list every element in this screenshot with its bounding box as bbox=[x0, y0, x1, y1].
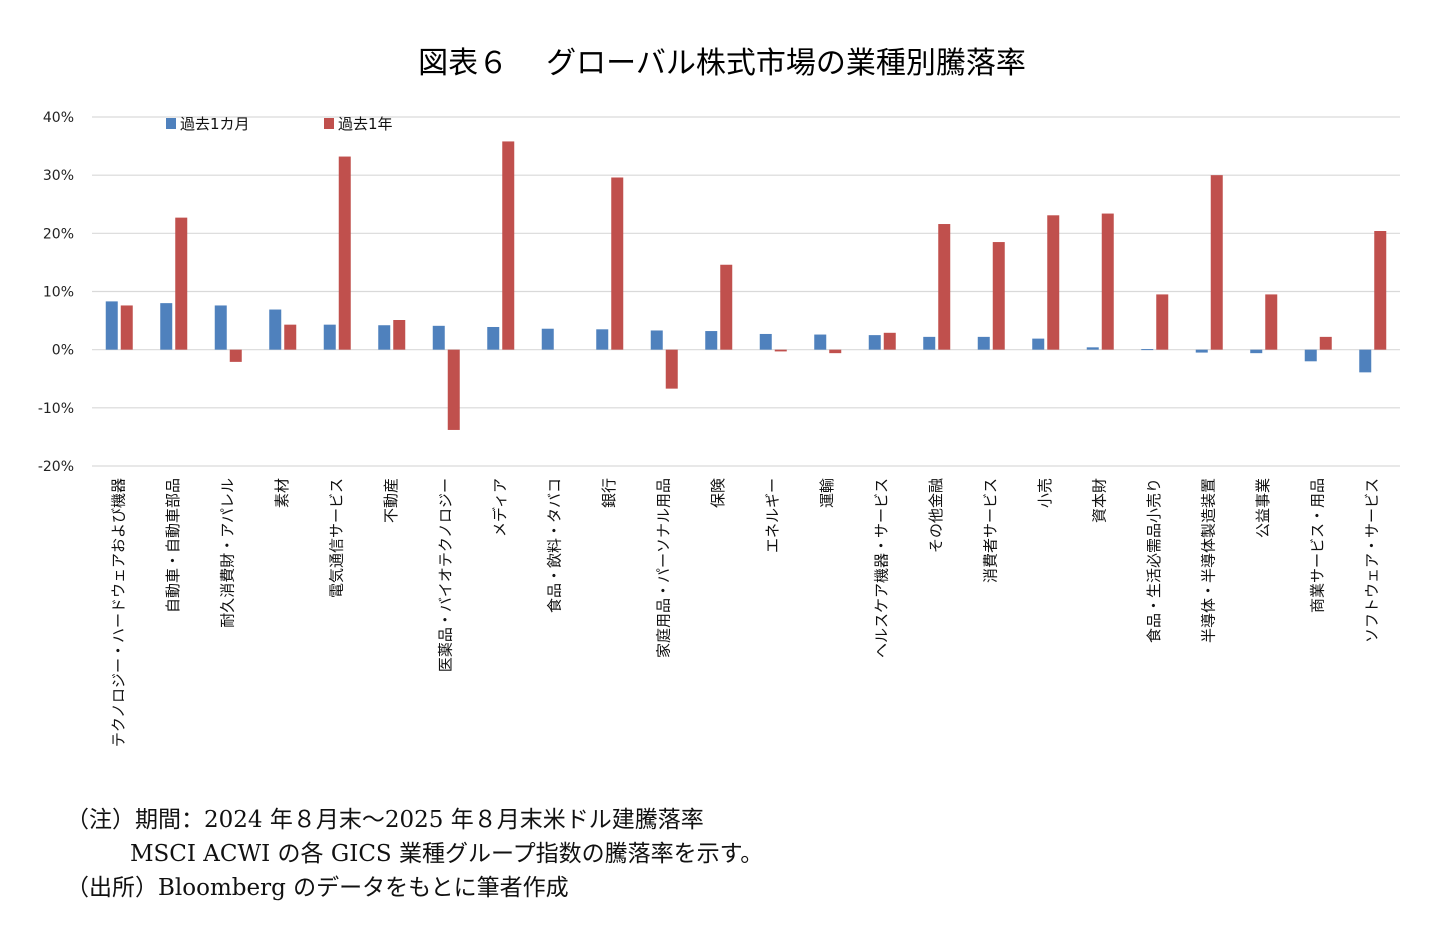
bar-one-year bbox=[120, 305, 133, 350]
x-category-label: 医薬品・バイオテクノロジー bbox=[436, 478, 454, 672]
bar-chart: 40% 30% 20% 10% 0% -10% -20% テクノロジー・ハードウェアおよび機… bbox=[38, 110, 1400, 747]
y-tick-label: -20% bbox=[38, 459, 74, 475]
x-category-label: 耐久消費財・アパレル bbox=[218, 478, 236, 628]
note-source: （出所）Bloomberg のデータをもとに筆者作成 bbox=[66, 875, 569, 901]
bar-one-year bbox=[611, 177, 624, 350]
bar-one-month bbox=[1086, 347, 1099, 350]
bar-one-year bbox=[229, 349, 242, 362]
chart-title-prefix: 図表６ bbox=[418, 46, 509, 81]
chart-notes: （注）期間：2024 年８月末～2025 年８月末米ドル建騰落率 MSCI AC… bbox=[66, 803, 763, 905]
x-category-label: 食品・生活必需品小売り bbox=[1145, 478, 1163, 643]
legend-label: 過去1年 bbox=[338, 115, 393, 133]
bar-one-year bbox=[720, 264, 733, 350]
bar-one-month bbox=[1304, 349, 1317, 362]
note-period: （注）期間：2024 年８月末～2025 年８月末米ドル建騰落率 bbox=[66, 807, 704, 833]
gridlines bbox=[92, 116, 1400, 467]
x-category-label: エネルギー bbox=[763, 478, 781, 553]
x-category-label: 食品・飲料・タバコ bbox=[545, 478, 563, 613]
bar-one-year bbox=[175, 217, 188, 350]
bar-one-month bbox=[323, 324, 336, 350]
note-index: MSCI ACWI の各 GICS 業種グループ指数の騰落率を示す。 bbox=[130, 841, 764, 867]
bar-one-year bbox=[774, 349, 787, 352]
y-tick-label: 40% bbox=[43, 110, 74, 126]
x-category-label: ソフトウェア・サービス bbox=[1363, 478, 1381, 643]
bar-one-year bbox=[829, 349, 842, 354]
bar-one-month bbox=[977, 336, 990, 350]
x-category-label: 資本財 bbox=[1090, 478, 1108, 523]
bar-one-month bbox=[432, 325, 445, 350]
x-category-label: ヘルスケア機器・サービス bbox=[872, 478, 890, 658]
bar-one-month bbox=[487, 326, 500, 350]
chart-title-main: グローバル株式市場の業種別騰落率 bbox=[546, 46, 1026, 81]
bar-one-year bbox=[883, 332, 896, 350]
x-category-label: 不動産 bbox=[382, 478, 400, 523]
bar-one-month bbox=[269, 309, 282, 350]
y-tick-label: -10% bbox=[38, 401, 74, 417]
bar-one-month bbox=[1032, 338, 1045, 350]
bars bbox=[105, 141, 1387, 430]
x-category-label: テクノロジー・ハードウェアおよび機器 bbox=[109, 478, 127, 747]
bar-one-month bbox=[1141, 349, 1154, 351]
x-category-label: その他金融 bbox=[927, 478, 945, 553]
bar-one-month bbox=[1250, 349, 1263, 354]
bar-one-year bbox=[938, 224, 951, 350]
x-category-label: 銀行 bbox=[600, 478, 618, 508]
bar-one-month bbox=[923, 336, 936, 350]
bar-one-month bbox=[1195, 349, 1208, 353]
y-tick-label: 20% bbox=[43, 226, 74, 242]
legend-swatch bbox=[324, 118, 334, 129]
x-category-label: 運輸 bbox=[818, 478, 836, 508]
bar-one-month bbox=[1359, 349, 1372, 373]
x-category-label: 消費者サービス bbox=[981, 478, 999, 583]
legend-label: 過去1カ月 bbox=[180, 115, 250, 133]
legend-swatch bbox=[166, 118, 176, 129]
bar-one-month bbox=[596, 329, 609, 350]
legend: 過去1カ月 過去1年 bbox=[166, 115, 393, 133]
bar-one-year bbox=[447, 349, 460, 430]
chart-title: 図表６ グローバル株式市場の業種別騰落率 bbox=[0, 38, 1444, 82]
bar-one-month bbox=[541, 328, 554, 350]
bar-one-year bbox=[1374, 231, 1387, 350]
bar-one-month bbox=[868, 335, 881, 350]
bar-one-year bbox=[992, 242, 1005, 350]
bar-one-month bbox=[759, 333, 772, 350]
y-tick-label: 10% bbox=[43, 285, 74, 301]
bar-one-month bbox=[214, 305, 227, 350]
y-tick-label: 0% bbox=[52, 343, 74, 359]
x-axis-category-labels: テクノロジー・ハードウェアおよび機器 自動車・自動車部品 耐久消費財・アパレル 素材 電… bbox=[109, 478, 1381, 747]
bar-one-year bbox=[502, 141, 515, 350]
bar-one-year bbox=[1265, 294, 1278, 350]
bar-one-year bbox=[1156, 294, 1169, 350]
bar-one-year bbox=[338, 156, 351, 350]
x-category-label: 公益事業 bbox=[1254, 478, 1272, 538]
x-category-label: 保険 bbox=[709, 478, 727, 508]
x-category-label: 半導体・半導体製造装置 bbox=[1199, 478, 1217, 643]
bar-one-month bbox=[105, 301, 118, 350]
y-tick-label: 30% bbox=[43, 168, 74, 184]
x-category-label: 自動車・自動車部品 bbox=[164, 478, 182, 613]
x-category-label: 小売 bbox=[1036, 478, 1054, 508]
bar-one-year bbox=[665, 349, 678, 389]
bar-one-year bbox=[1101, 213, 1114, 350]
bar-one-month bbox=[160, 303, 173, 350]
bar-one-month bbox=[705, 331, 718, 350]
x-category-label: 家庭用品・パーソナル用品 bbox=[654, 478, 672, 658]
x-category-label: 素材 bbox=[273, 478, 291, 508]
bar-one-year bbox=[284, 324, 297, 350]
x-category-label: メディア bbox=[491, 478, 509, 537]
bar-one-year bbox=[1047, 215, 1060, 350]
x-category-label: 商業サービス・用品 bbox=[1308, 478, 1326, 613]
y-axis-ticks: 40% 30% 20% 10% 0% -10% -20% bbox=[38, 110, 74, 475]
bar-one-year bbox=[1319, 336, 1332, 350]
bar-one-month bbox=[378, 325, 391, 350]
bar-one-month bbox=[650, 330, 663, 350]
bar-one-month bbox=[814, 334, 827, 350]
bar-one-year bbox=[393, 320, 406, 350]
bar-one-year bbox=[1210, 175, 1223, 350]
x-category-label: 電気通信サービス bbox=[327, 478, 345, 598]
